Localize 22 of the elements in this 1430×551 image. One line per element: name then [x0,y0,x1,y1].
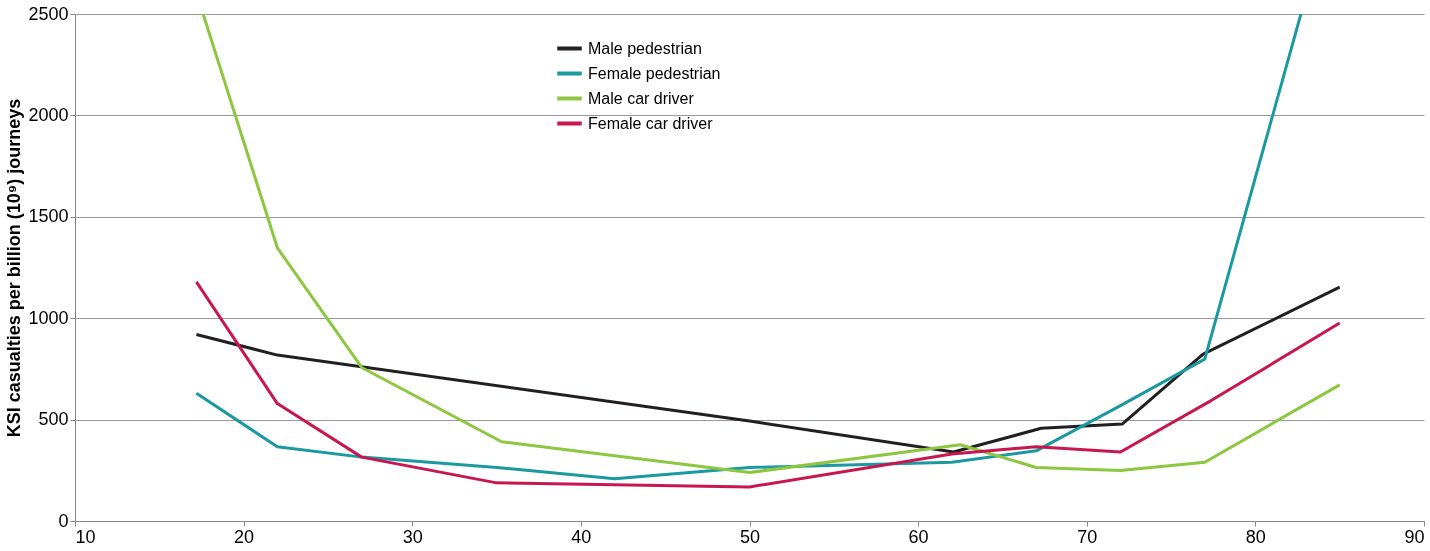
x-tick-label: 70 [1077,526,1098,547]
x-tick-label: 20 [234,526,255,547]
line-series [194,285,1342,454]
legend-label: Male pedestrian [588,39,702,57]
legend-label: Male car driver [588,89,695,107]
y-axis-title: KSI casualties per billion (10⁹) journeys [4,98,25,438]
y-tick-label: 2500 [28,3,69,24]
x-tick-label: 40 [571,526,592,547]
x-tick-label: 10 [75,526,96,547]
x-tick-label: 80 [1245,526,1266,547]
line-series [194,280,1342,489]
y-tick-label: 2000 [28,104,69,125]
x-tick-label: 90 [1404,526,1425,547]
y-tick-label: 1500 [28,206,69,227]
x-tick-label: 30 [402,526,423,547]
legend-label: Female car driver [588,114,714,132]
x-tick-label: 60 [908,526,929,547]
x-tick-label: 50 [739,526,761,547]
y-tick-label: 1000 [28,307,69,328]
y-tick-label: 0 [58,510,69,531]
legend-label: Female pedestrian [588,64,721,82]
y-tick-label: 500 [38,409,69,430]
